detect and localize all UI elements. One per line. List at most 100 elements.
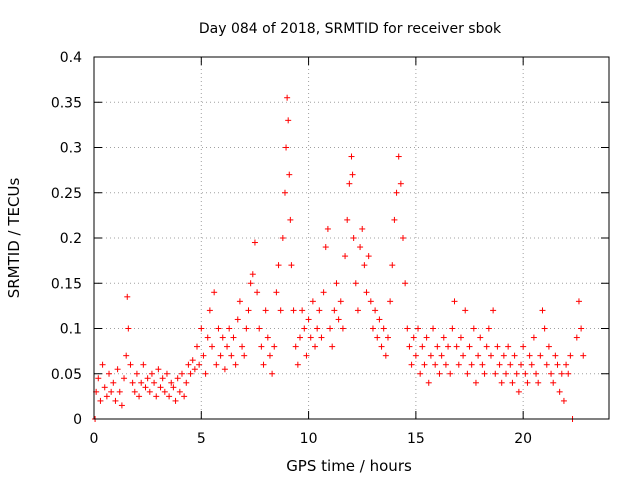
data-point: [243, 325, 250, 332]
data-point: [400, 235, 406, 241]
data-point: [206, 307, 213, 314]
data-point: [578, 325, 585, 332]
data-point: [337, 298, 344, 305]
data-point: [219, 334, 226, 341]
y-tick-label: 0.15: [51, 276, 82, 292]
x-tick-label: 15: [407, 431, 425, 447]
x-ticks: 0 5 10 15 20: [90, 57, 532, 447]
chart-title: Day 084 of 2018, SRMTID for receiver sbo…: [199, 21, 502, 37]
y-tick-label: 0: [73, 412, 82, 428]
data-point: [121, 375, 128, 382]
data-point: [151, 379, 158, 386]
data-point: [322, 244, 329, 251]
data-point: [522, 370, 529, 377]
data-point: [378, 343, 385, 350]
data-point: [464, 370, 471, 377]
data-point: [365, 253, 372, 260]
data-point: [333, 280, 340, 287]
data-point: [266, 352, 273, 359]
x-tick-label: 0: [90, 431, 99, 447]
data-point: [350, 235, 357, 241]
data-point: [234, 316, 241, 323]
data-point: [348, 153, 355, 160]
data-point: [417, 370, 424, 377]
data-point: [554, 361, 561, 368]
data-point: [496, 361, 503, 368]
data-point: [451, 298, 458, 305]
data-point: [283, 144, 290, 151]
data-point: [509, 379, 516, 386]
data-point: [290, 307, 297, 314]
data-point: [286, 171, 293, 178]
data-point: [236, 298, 243, 305]
data-point: [299, 307, 306, 314]
data-point: [563, 361, 570, 368]
data-point: [327, 325, 334, 332]
data-point: [95, 375, 102, 382]
data-point: [397, 180, 404, 187]
data-point: [288, 262, 295, 269]
data-point: [303, 352, 310, 359]
y-tick-label: 0.3: [60, 141, 82, 157]
data-point: [123, 352, 130, 359]
data-point: [389, 262, 396, 269]
data-point: [239, 343, 246, 350]
data-point: [284, 94, 291, 101]
data-points: [92, 94, 587, 422]
data-point: [275, 262, 282, 269]
data-point: [382, 352, 389, 359]
data-point: [279, 235, 286, 241]
data-point: [462, 307, 469, 314]
data-point: [539, 307, 546, 314]
data-point: [264, 334, 271, 341]
data-point: [498, 379, 505, 386]
data-point: [352, 280, 359, 287]
data-point: [170, 384, 177, 391]
data-point: [136, 393, 143, 400]
data-point: [174, 375, 181, 382]
data-point: [490, 307, 497, 314]
data-point: [526, 352, 533, 359]
data-point: [481, 370, 488, 377]
data-point: [442, 361, 449, 368]
data-point: [112, 397, 119, 404]
data-point: [125, 325, 132, 332]
data-point: [545, 343, 552, 350]
data-point: [432, 361, 439, 368]
data-point: [241, 352, 248, 359]
data-point: [468, 361, 475, 368]
grid-lines: [94, 57, 609, 419]
data-point: [204, 334, 211, 341]
data-point: [528, 361, 535, 368]
data-point: [191, 366, 198, 373]
data-point: [189, 357, 196, 364]
data-point: [168, 379, 175, 386]
data-point: [541, 325, 548, 332]
data-point: [273, 289, 280, 296]
data-point: [402, 280, 409, 287]
data-point: [140, 361, 147, 368]
data-point: [281, 189, 288, 196]
data-point: [533, 370, 540, 377]
data-point: [142, 384, 149, 391]
data-point: [556, 388, 563, 395]
data-point: [320, 289, 327, 296]
data-point: [312, 343, 319, 350]
data-point: [185, 361, 192, 368]
data-point: [133, 370, 140, 377]
data-point: [466, 343, 473, 350]
data-point: [172, 397, 179, 404]
data-point: [359, 225, 366, 232]
y-tick-label: 0.1: [60, 322, 82, 338]
data-point: [363, 289, 370, 296]
data-point: [183, 379, 190, 386]
data-point: [297, 334, 303, 341]
y-tick-label: 0.05: [51, 367, 82, 383]
data-point: [427, 352, 434, 359]
data-point: [580, 352, 587, 359]
data-point: [445, 343, 452, 350]
data-point: [249, 271, 256, 278]
data-point: [573, 334, 580, 341]
y-tick-label: 0.2: [60, 231, 82, 247]
data-point: [369, 325, 376, 332]
